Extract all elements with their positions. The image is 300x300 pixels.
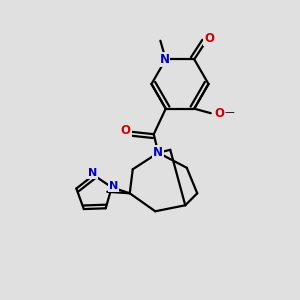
Text: N: N — [88, 168, 97, 178]
Text: O: O — [121, 124, 131, 137]
Text: O: O — [214, 107, 224, 120]
Text: O: O — [204, 32, 214, 45]
Text: N: N — [160, 53, 170, 66]
Text: —: — — [224, 108, 234, 118]
Text: N: N — [109, 181, 118, 191]
Text: N: N — [153, 146, 163, 159]
